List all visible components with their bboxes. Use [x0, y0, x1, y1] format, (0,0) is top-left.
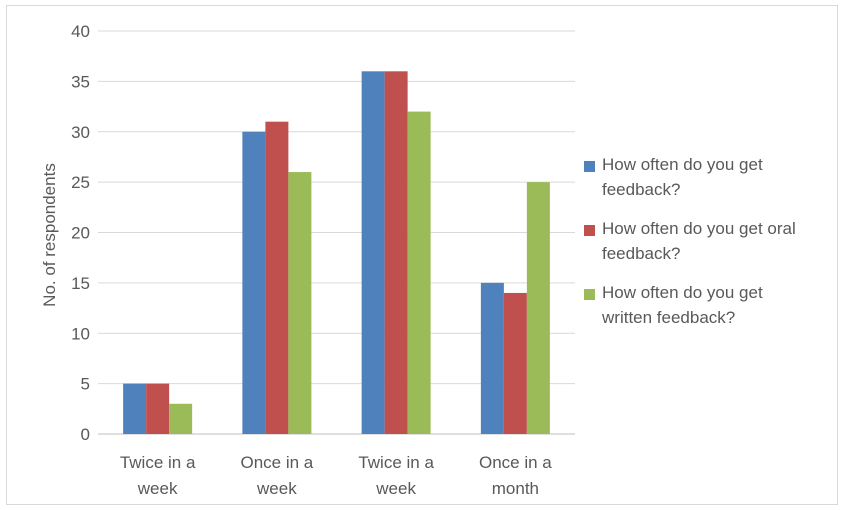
legend-item: How often do you get feedback?	[584, 155, 834, 202]
y-tick-label: 5	[81, 375, 90, 394]
x-axis-categories: Twice in a week Once in a week Twice in a wee…	[120, 453, 552, 498]
legend-item: How often do you get written feedback?	[584, 283, 834, 330]
y-tick-label: 40	[71, 22, 90, 41]
x-category-label: Twice in a week	[358, 453, 434, 498]
y-tick-label: 25	[71, 173, 90, 192]
x-category-label-line: week	[256, 479, 297, 498]
x-category-label: Twice in a week	[120, 453, 196, 498]
bar-1-2	[242, 131, 266, 434]
x-category-label-line: Twice in a	[358, 453, 434, 472]
x-category-label-line: Twice in a	[120, 453, 196, 472]
legend-label: How often do you get written feedback?	[602, 283, 763, 327]
legend-item: How often do you get oral feedback?	[584, 219, 834, 266]
x-category-label-line: month	[492, 479, 539, 498]
bar-3-2	[288, 172, 312, 435]
y-axis-label: No. of respondents	[40, 163, 59, 307]
bar-1-3	[361, 71, 385, 435]
x-category-label-line: week	[137, 479, 178, 498]
y-tick-label: 35	[71, 72, 90, 91]
y-tick-label: 30	[71, 123, 90, 142]
x-category-label: Once in a month	[479, 453, 552, 498]
legend-swatch	[584, 161, 595, 172]
y-tick-label: 0	[81, 425, 90, 444]
y-tick-label: 10	[71, 324, 90, 343]
legend-label: How often do you get oral feedback?	[602, 219, 796, 263]
bars	[123, 71, 550, 435]
bar-2-2	[265, 121, 289, 435]
x-category-label: Once in a week	[240, 453, 313, 498]
y-tick-label: 20	[71, 224, 90, 243]
legend-swatch	[584, 289, 595, 300]
bar-1-1	[123, 383, 147, 434]
bar-1-4	[480, 282, 504, 434]
x-category-label-line: Once in a	[240, 453, 313, 472]
bar-3-1	[169, 403, 193, 434]
x-category-label-line: week	[375, 479, 416, 498]
y-tick-label: 15	[71, 274, 90, 293]
legend-label: How often do you get feedback?	[602, 155, 763, 199]
bar-3-4	[526, 182, 550, 434]
bar-2-1	[146, 383, 170, 434]
bar-2-4	[503, 292, 527, 434]
legend: How often do you get feedback? How often d…	[584, 155, 834, 348]
legend-swatch	[584, 225, 595, 236]
y-axis-ticks: 0 5 10 15 20 25 30 35 40	[71, 22, 90, 444]
bar-2-3	[384, 71, 408, 435]
x-category-label-line: Once in a	[479, 453, 552, 472]
bar-3-3	[407, 111, 431, 434]
